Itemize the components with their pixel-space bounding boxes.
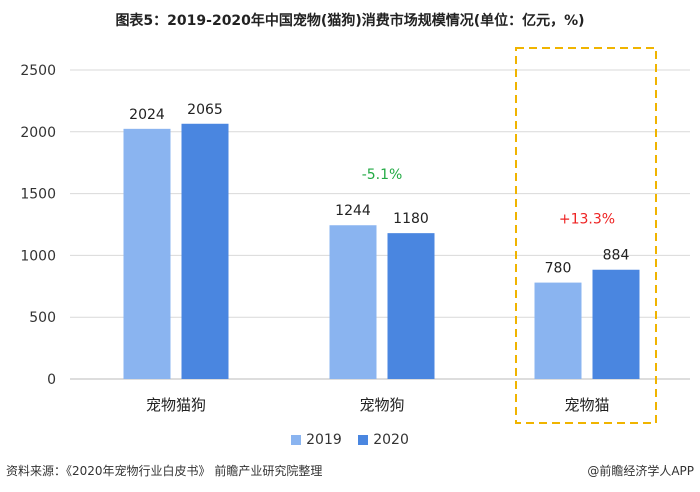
legend: 2019 2020 bbox=[0, 432, 700, 449]
source-note: 资料来源：《2020年宠物行业白皮书》 前瞻产业研究院整理 bbox=[6, 464, 323, 478]
bar-2019 bbox=[329, 225, 377, 379]
data-label: 884 bbox=[603, 248, 630, 264]
data-label: 1180 bbox=[393, 211, 429, 227]
growth-annotation: -5.1% bbox=[362, 167, 403, 183]
bar-2019 bbox=[123, 128, 171, 379]
x-tick-label: 宠物猫 bbox=[564, 396, 609, 414]
data-label: 2024 bbox=[129, 107, 165, 123]
y-tick-label: 2000 bbox=[20, 125, 56, 141]
x-tick-label: 宠物狗 bbox=[359, 396, 404, 414]
y-tick-label: 0 bbox=[47, 372, 56, 388]
legend-item-2019: 2019 bbox=[291, 432, 342, 448]
data-label: 1244 bbox=[335, 203, 371, 219]
legend-swatch bbox=[358, 435, 369, 445]
credit: @前瞻经济学人APP bbox=[587, 464, 694, 478]
legend-swatch bbox=[291, 435, 302, 445]
y-tick-label: 1000 bbox=[20, 248, 56, 264]
bar-2020 bbox=[387, 233, 435, 379]
data-label: 2065 bbox=[187, 102, 223, 118]
y-tick-label: 1500 bbox=[20, 187, 56, 203]
legend-label: 2020 bbox=[373, 432, 409, 448]
x-tick-label: 宠物猫狗 bbox=[146, 396, 206, 414]
data-label: 780 bbox=[545, 261, 572, 277]
bar-2019 bbox=[534, 282, 582, 379]
bar-2020 bbox=[181, 123, 229, 380]
legend-label: 2019 bbox=[306, 432, 342, 448]
growth-annotation: +13.3% bbox=[559, 212, 615, 228]
bar-2020 bbox=[592, 269, 640, 379]
chart-title: 图表5：2019-2020年中国宠物(猫狗)消费市场规模情况(单位：亿元，%) bbox=[115, 13, 585, 29]
highlight-box bbox=[515, 47, 657, 424]
y-tick-label: 500 bbox=[29, 310, 56, 326]
y-tick-label: 2500 bbox=[20, 63, 56, 79]
legend-item-2020: 2020 bbox=[358, 432, 409, 448]
